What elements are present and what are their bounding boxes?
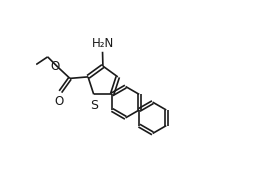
Text: O: O — [55, 95, 64, 108]
Text: S: S — [90, 98, 98, 112]
Text: O: O — [50, 60, 60, 73]
Text: H₂N: H₂N — [92, 37, 114, 50]
